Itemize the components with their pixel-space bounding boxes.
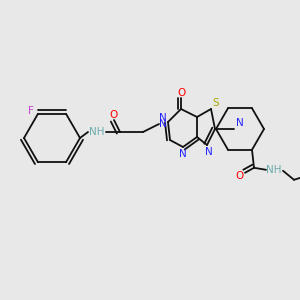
Text: N: N [205, 147, 213, 157]
Text: N: N [179, 149, 187, 159]
Text: O: O [109, 110, 117, 120]
Text: N: N [159, 119, 167, 129]
Text: N: N [236, 118, 244, 128]
Text: N: N [159, 113, 167, 123]
Text: NH: NH [89, 127, 105, 137]
Text: F: F [28, 106, 34, 116]
Text: NH: NH [266, 165, 282, 175]
Text: O: O [177, 88, 185, 98]
Text: O: O [236, 171, 244, 181]
Text: S: S [213, 98, 219, 108]
